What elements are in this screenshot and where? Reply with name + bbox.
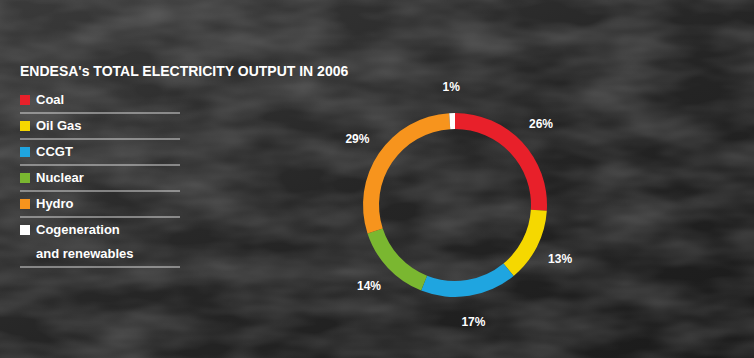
background-texture: [0, 0, 754, 358]
slice: [503, 210, 546, 276]
legend-rule: [20, 267, 180, 268]
legend-rule: [20, 139, 180, 140]
data-label: 26%: [529, 117, 553, 131]
legend-rule: [20, 217, 180, 218]
data-label: 13%: [548, 252, 572, 266]
slice: [449, 113, 455, 129]
legend-label: Hydro: [36, 196, 74, 211]
donut: [363, 113, 547, 297]
legend-label: Coal: [36, 92, 64, 107]
legend-swatch: [20, 199, 30, 209]
legend-rule: [20, 165, 180, 166]
slice: [421, 264, 514, 297]
data-label: 17%: [461, 315, 485, 329]
legend-label: CCGT: [36, 144, 73, 159]
legend-swatch: [20, 121, 30, 131]
legend-rule: [20, 191, 180, 192]
title: ENDESA's TOTAL ELECTRICITY OUTPUT IN 200…: [20, 63, 348, 79]
data-labels: 26% 13% 17% 14% 29% 1%: [345, 80, 572, 328]
chart: ENDESA's TOTAL ELECTRICITY OUTPUT IN 200…: [0, 0, 754, 358]
legend-swatch: [20, 225, 30, 235]
background: [0, 0, 754, 358]
legend-rule: [20, 113, 180, 114]
legend-swatch: [20, 147, 30, 157]
legend: Coal Oil Gas CCGT Nuclear Hydro Cogeneration …: [20, 92, 180, 267]
data-label: 29%: [345, 132, 369, 146]
data-label: 1%: [443, 80, 461, 94]
slice: [363, 113, 450, 233]
legend-swatch: [20, 95, 30, 105]
legend-swatch: [20, 173, 30, 183]
legend-label: Cogeneration and renewables: [36, 222, 134, 261]
legend-label: Nuclear: [36, 170, 84, 185]
legend-label: Oil Gas: [36, 118, 82, 133]
data-label: 14%: [357, 279, 381, 293]
